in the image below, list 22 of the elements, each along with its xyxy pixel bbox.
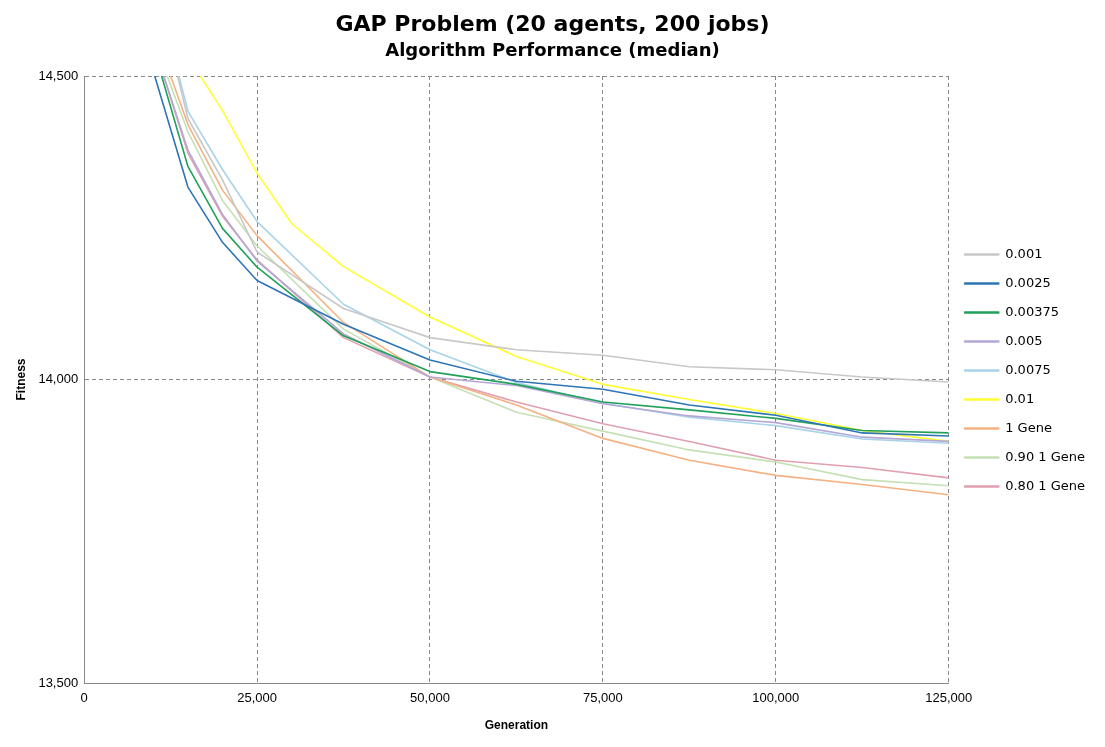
y-tick-label: 14,000: [38, 371, 79, 387]
legend-label: 0.00375: [1005, 303, 1059, 319]
y-tick-label: 13,500: [38, 674, 79, 690]
chart-subtitle: Algorithm Performance (median): [385, 38, 720, 60]
legend-label: 0.90 1 Gene: [1005, 448, 1086, 464]
legend-label: 1 Gene: [1005, 419, 1052, 435]
legend-label: 0.0075: [1005, 361, 1051, 377]
legend-label: 0.005: [1005, 332, 1043, 348]
x-axis-title: Generation: [484, 718, 549, 733]
x-tick-label: 25,000: [237, 690, 277, 706]
x-tick-label: 100,000: [752, 690, 800, 706]
legend-label: 0.0025: [1005, 274, 1051, 290]
x-tick-label: 50,000: [410, 690, 450, 706]
chart-title: GAP Problem (20 agents, 200 jobs): [335, 10, 770, 36]
y-tick-label: 14,500: [38, 67, 79, 83]
x-tick-label: 75,000: [583, 690, 623, 706]
x-tick-label: 125,000: [925, 690, 973, 706]
legend-label: 0.01: [1005, 390, 1035, 406]
x-tick-label: 0: [80, 690, 88, 706]
legend-label: 0.001: [1005, 245, 1043, 261]
legend-label: 0.80 1 Gene: [1005, 477, 1086, 493]
y-axis-title: Fitness: [13, 358, 28, 401]
